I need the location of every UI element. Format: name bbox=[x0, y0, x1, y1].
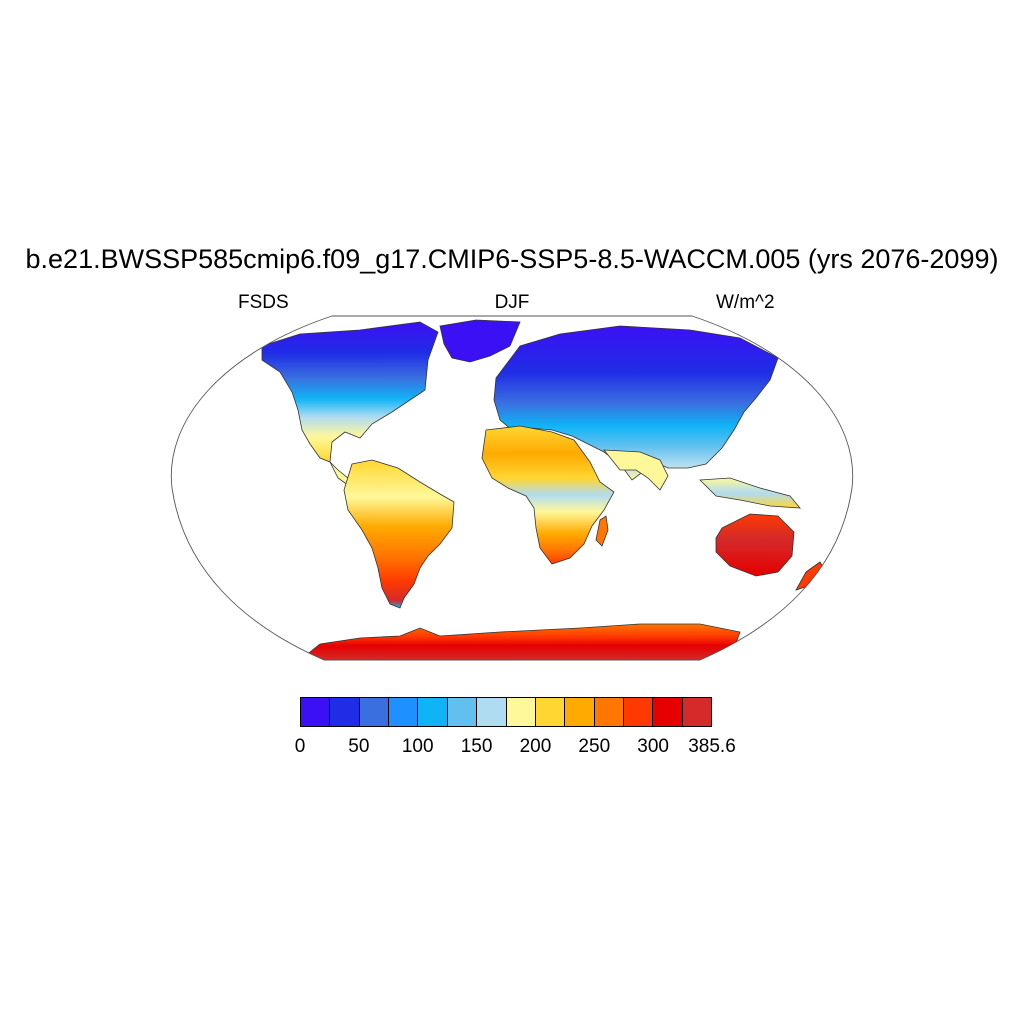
colorbar-segment bbox=[477, 698, 507, 726]
colorbar-segment bbox=[418, 698, 448, 726]
colorbar-segment bbox=[389, 698, 419, 726]
units-label: W/m^2 bbox=[716, 292, 775, 313]
south-america-landmass bbox=[343, 459, 455, 609]
africa-landmass bbox=[481, 425, 615, 565]
colorbar-tick-label: 300 bbox=[637, 736, 669, 757]
colorbar-segment bbox=[506, 698, 536, 726]
colorbar-segment bbox=[301, 698, 331, 726]
colorbar-segment bbox=[359, 698, 390, 726]
colorbar-tick-label: 385.6 bbox=[688, 736, 736, 757]
colorbar-tick-label: 150 bbox=[460, 736, 493, 757]
eurasia-landmass bbox=[493, 325, 779, 481]
greenland-landmass bbox=[439, 319, 521, 363]
colorbar-segment bbox=[682, 698, 712, 726]
colorbar-tick-label: 50 bbox=[348, 736, 370, 757]
southeast-asia-islands bbox=[699, 477, 801, 509]
south-asia-landmass bbox=[603, 449, 669, 491]
colorbar-segment bbox=[330, 698, 360, 726]
north-america-landmass bbox=[261, 321, 439, 463]
colorbar-tick-label: 250 bbox=[578, 736, 611, 757]
colorbar-segment bbox=[623, 698, 654, 726]
globe-outline bbox=[170, 315, 854, 661]
australia-landmass bbox=[715, 513, 795, 577]
colorbar-segment bbox=[653, 698, 683, 726]
colorbar-tick-label: 200 bbox=[519, 736, 552, 757]
colorbar-segment bbox=[447, 698, 478, 726]
colorbar-tick-label: 100 bbox=[401, 736, 434, 757]
colorbar-tick-label: 0 bbox=[294, 736, 306, 757]
colorbar-segment bbox=[565, 698, 595, 726]
madagascar-landmass bbox=[595, 515, 609, 547]
colorbar-segment bbox=[594, 698, 624, 726]
season-label: DJF bbox=[494, 292, 530, 313]
antarctica-landmass bbox=[298, 623, 741, 660]
plot-title: b.e21.BWSSP585cmip6.f09_g17.CMIP6-SSP5-8… bbox=[25, 244, 999, 274]
colorbar bbox=[300, 697, 712, 727]
variable-label: FSDS bbox=[238, 292, 289, 313]
colorbar-segment bbox=[535, 698, 566, 726]
